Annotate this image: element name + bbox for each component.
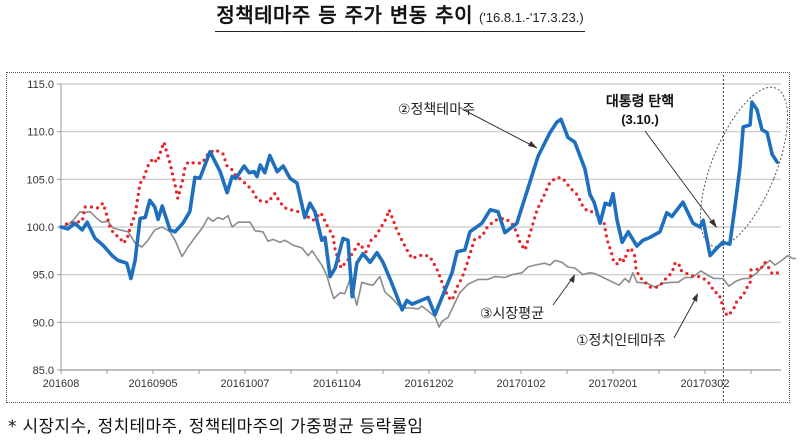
policy-theme-arrow [461,108,538,149]
x-tick-label: 20161104 [313,378,361,390]
x-axis: 201608 20160905 20161007 20161104 20161202 20… [43,369,781,390]
x-tick-label: 201608 [43,378,80,390]
policy-theme-label: ②정책테마주 [398,101,475,117]
chart-frame [6,72,790,403]
impeachment-label-line1: 대통령 탄핵 [606,93,674,109]
chart-title-main: 정책테마주 등 주가 변동 추이 [216,3,473,27]
policy-theme-arrowhead-icon [528,141,537,148]
impeachment-arrow [644,130,717,228]
highlight-ellipse [699,86,789,248]
chart-title-underlined: 정책테마주 등 주가 변동 추이 ('16.8.1.-'17.3.23.) [215,3,585,32]
x-tick-label: 20161202 [405,378,454,390]
gridlines [61,83,781,323]
y-tick-label: 100.0 [26,222,54,234]
y-tick-label: 105.0 [26,174,54,186]
y-tick-label: 95.0 [33,270,54,282]
x-tick-label: 20170302 [681,378,730,390]
x-tick-label: 20160905 [129,378,178,390]
market-avg-label: ③시장평균 [480,305,544,321]
chart-title-period: ('16.8.1.-'17.3.23.) [478,10,584,25]
y-tick-label: 115.0 [27,79,54,91]
y-tick-label: 90.0 [33,317,54,329]
y-axis: 115.0 110.0 105.0 100.0 95.0 90.0 85.0 [26,79,62,377]
series-line-policy-theme [59,100,780,317]
political-theme-arrow [673,295,698,339]
x-tick-label: 20170102 [497,378,546,390]
y-tick-label: 85.0 [33,365,54,377]
market-avg-arrowhead-icon [569,274,575,283]
political-theme-label: ①정치인테마주 [576,332,666,348]
series-line-market-avg [60,210,797,328]
x-tick-label: 20170201 [589,378,638,390]
x-tick-label: 20161007 [221,378,270,390]
impeachment-arrowhead-icon [709,219,717,228]
impeachment-label-line2: (3.10.) [621,112,659,127]
chart-title: 정책테마주 등 주가 변동 추이 ('16.8.1.-'17.3.23.) [0,3,800,32]
y-tick-label: 110.0 [27,127,54,139]
political-theme-arrowhead-icon [692,293,698,302]
data-series [59,100,797,328]
footnote: * 시장지수, 정치테마주, 정책테마주의 가중평균 등락률임 [8,417,424,437]
